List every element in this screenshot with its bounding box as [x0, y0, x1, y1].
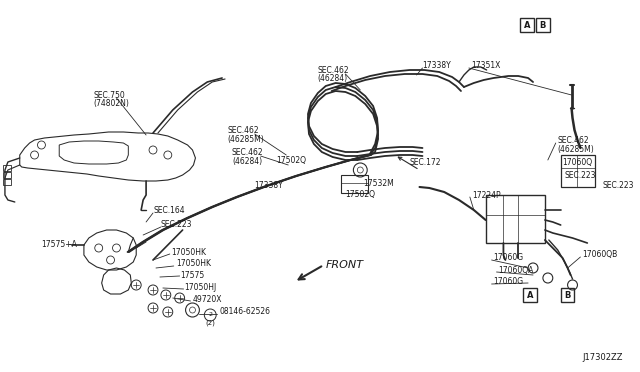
Text: SEC.223: SEC.223 [564, 170, 596, 180]
Text: 49720X: 49720X [193, 295, 222, 305]
Text: 17351X: 17351X [471, 61, 500, 70]
Text: 17575+A: 17575+A [42, 240, 77, 248]
Bar [3, 172, 11, 178]
Bar [536, 18, 550, 32]
Text: FRONT: FRONT [326, 260, 364, 270]
Bar [561, 155, 595, 187]
Text: 17060G: 17060G [493, 253, 524, 263]
Text: 2: 2 [208, 312, 212, 317]
Text: SEC.223: SEC.223 [161, 219, 193, 228]
Text: (46284): (46284) [232, 157, 262, 166]
Text: 17532M: 17532M [364, 179, 394, 187]
Text: 17050HK: 17050HK [176, 260, 211, 269]
Text: 17338Y: 17338Y [255, 180, 284, 189]
Bar [520, 18, 534, 32]
Text: 17050HJ: 17050HJ [184, 282, 217, 292]
Text: 17502Q: 17502Q [346, 189, 376, 199]
Bar [3, 165, 11, 171]
Text: SEC.172: SEC.172 [410, 157, 441, 167]
Text: 17060G: 17060G [493, 278, 524, 286]
Text: SEC.462: SEC.462 [557, 135, 589, 144]
Text: B: B [540, 20, 546, 29]
Text: SEC.223: SEC.223 [602, 180, 634, 189]
Text: 08146-62526: 08146-62526 [219, 308, 270, 317]
Text: SEC.164: SEC.164 [153, 205, 184, 215]
Bar [523, 288, 537, 302]
Text: 17060Q: 17060Q [563, 157, 593, 167]
Text: (46285M): (46285M) [557, 144, 595, 154]
Text: A: A [527, 291, 533, 299]
Text: SEC.462: SEC.462 [232, 148, 264, 157]
Text: (2): (2) [205, 320, 215, 326]
Text: 17224P: 17224P [472, 190, 500, 199]
Bar [3, 179, 11, 185]
Text: 17060QB: 17060QB [582, 250, 618, 260]
Text: (74802N): (74802N) [94, 99, 130, 108]
Text: (46285M): (46285M) [227, 135, 264, 144]
Text: 17338Y: 17338Y [422, 61, 451, 70]
Text: 17060QA: 17060QA [499, 266, 534, 275]
Bar [486, 195, 545, 243]
Text: J17302ZZ: J17302ZZ [582, 353, 623, 362]
Text: 17050HK: 17050HK [171, 247, 206, 257]
Text: SEC.462: SEC.462 [318, 65, 349, 74]
Text: (46284): (46284) [318, 74, 348, 83]
Text: A: A [524, 20, 531, 29]
Text: 17575: 17575 [180, 270, 205, 279]
Text: SEC.462: SEC.462 [227, 125, 259, 135]
Bar [340, 175, 368, 193]
Text: SEC.750: SEC.750 [94, 90, 125, 99]
Bar [561, 288, 575, 302]
Text: B: B [564, 291, 571, 299]
Text: 17502Q: 17502Q [276, 155, 307, 164]
